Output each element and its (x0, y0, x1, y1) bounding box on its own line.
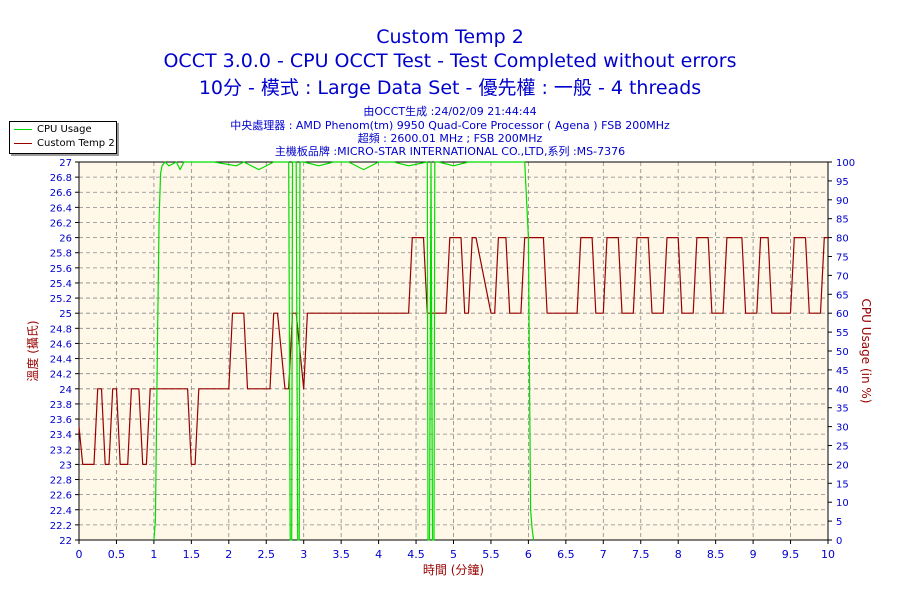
y-left-tick-label: 24 (59, 385, 72, 396)
legend-item-custom-temp-2: Custom Temp 2 (14, 137, 115, 150)
x-tick-label: 4 (375, 548, 382, 561)
y-right-tick-label: 10 (836, 498, 849, 509)
x-tick-label: 9.5 (782, 548, 800, 561)
y-right-tick-label: 90 (836, 196, 849, 207)
y-right-tick-label: 45 (836, 366, 849, 377)
y-right-tick-label: 25 (836, 442, 849, 453)
info-motherboard: 主機板品牌 :MICRO-STAR INTERNATIONAL CO.,LTD,… (274, 145, 626, 158)
x-axis-label: 時間 (分鐘) (423, 562, 484, 577)
y-right-tick-label: 80 (836, 234, 849, 245)
legend-label-cpu-usage: CPU Usage (37, 124, 92, 135)
x-tick-label: 0 (76, 548, 83, 561)
x-tick-label: 3.5 (332, 548, 350, 561)
x-tick-label: 0.5 (108, 548, 126, 561)
y-right-tick-label: 55 (836, 328, 849, 339)
y-right-tick-label: 95 (836, 177, 849, 188)
info-cpu: 中央處理器 : AMD Phenom(tm) 9950 Quad-Core Pr… (230, 119, 670, 132)
legend-swatch-cpu-usage (14, 129, 32, 130)
y-right-tick-label: 50 (836, 347, 849, 358)
y-right-tick-label: 40 (836, 385, 849, 396)
x-tick-label: 9 (750, 548, 757, 561)
legend-item-cpu-usage: CPU Usage (14, 123, 92, 136)
y-left-tick-label: 23 (59, 460, 72, 471)
y-left-tick-label: 27 (59, 158, 72, 169)
x-tick-label: 1.5 (183, 548, 201, 561)
y-left-axis-label: 溫度 (攝氏) (25, 320, 40, 381)
x-tick-label: 4.5 (407, 548, 425, 561)
y-left-tick-label: 22.2 (50, 521, 72, 532)
y-left-tick-label: 25.8 (50, 249, 72, 260)
chart-subtitle: OCCT 3.0.0 - CPU OCCT Test - Test Comple… (163, 50, 737, 72)
y-right-tick-label: 75 (836, 253, 849, 264)
y-left-tick-label: 23.4 (50, 430, 72, 441)
y-left-tick-label: 22 (59, 536, 72, 547)
y-left-tick-label: 26.4 (50, 203, 72, 214)
legend-swatch-custom-temp-2 (14, 143, 32, 144)
y-left-tick-label: 26.8 (50, 173, 72, 184)
y-right-tick-label: 5 (836, 517, 842, 528)
x-tick-label: 7 (600, 548, 607, 561)
y-left-tick-label: 24.6 (50, 339, 72, 350)
y-left-tick-label: 26.6 (50, 188, 72, 199)
y-left-tick-label: 25.2 (50, 294, 72, 305)
info-generated: 由OCCT生成 :24/02/09 21:44:44 (363, 105, 537, 118)
chart-test-settings: 10分 - 模式 : Large Data Set - 優先權 : 一般 - 4… (198, 77, 702, 99)
y-right-tick-label: 30 (836, 423, 849, 434)
x-tick-label: 6 (525, 548, 532, 561)
y-right-tick-label: 35 (836, 404, 849, 415)
grid-lines (79, 162, 828, 540)
y-left-tick-label: 24.4 (50, 355, 72, 366)
series-line-cpu-usage (153, 161, 535, 541)
y-right-tick-label: 85 (836, 215, 849, 226)
y-right-tick-label: 15 (836, 479, 849, 490)
y-left-tick-label: 23.6 (50, 415, 72, 426)
series-line-custom-temp-2 (78, 237, 828, 465)
y-right-tick-label: 100 (836, 158, 855, 169)
y-right-axis-label: CPU Usage (in %) (859, 299, 873, 404)
y-left-tick-label: 24.2 (50, 370, 72, 381)
y-right-tick-label: 65 (836, 290, 849, 301)
x-tick-label: 7.5 (632, 548, 650, 561)
y-left-tick-label: 23.2 (50, 445, 72, 456)
y-right-tick-label: 20 (836, 460, 849, 471)
legend-label-custom-temp-2: Custom Temp 2 (37, 138, 115, 149)
chart-legend: CPU Usage Custom Temp 2 (9, 121, 117, 154)
x-tick-label: 2 (225, 548, 232, 561)
x-tick-label: 5.5 (482, 548, 500, 561)
y-right-tick-label: 60 (836, 309, 849, 320)
info-clock: 超頻 : 2600.01 MHz ; FSB 200MHz (357, 132, 543, 145)
x-tick-label: 1 (150, 548, 157, 561)
x-tick-label: 6.5 (557, 548, 575, 561)
x-tick-label: 5 (450, 548, 457, 561)
x-tick-label: 2.5 (258, 548, 276, 561)
y-right-tick-label: 0 (836, 536, 842, 547)
y-left-tick-label: 26 (59, 234, 72, 245)
y-left-tick-label: 25.4 (50, 279, 72, 290)
y-left-tick-label: 23.8 (50, 400, 72, 411)
y-left-tick-label: 24.8 (50, 324, 72, 335)
y-left-tick-label: 25.6 (50, 264, 72, 275)
y-left-tick-label: 22.6 (50, 491, 72, 502)
y-left-tick-label: 22.8 (50, 476, 72, 487)
x-tick-label: 3 (300, 548, 307, 561)
x-tick-label: 8.5 (707, 548, 725, 561)
y-left-tick-label: 25 (59, 309, 72, 320)
chart-title: Custom Temp 2 (376, 26, 524, 48)
y-left-tick-label: 26.2 (50, 218, 72, 229)
x-tick-label: 8 (675, 548, 682, 561)
y-left-tick-label: 22.4 (50, 506, 72, 517)
y-right-tick-label: 70 (836, 271, 849, 282)
x-tick-label: 10 (821, 548, 835, 561)
